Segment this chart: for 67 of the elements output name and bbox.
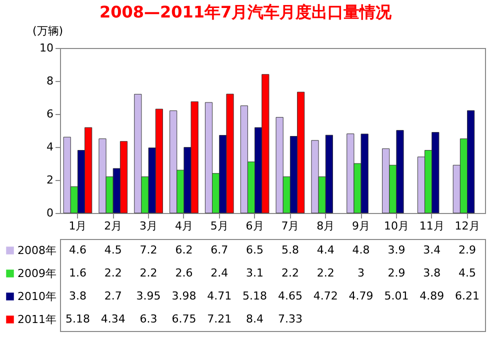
data-label: 4.89 (420, 290, 444, 302)
data-label: 2.6 (175, 266, 193, 280)
x-tick-label: 1月 (68, 220, 87, 232)
data-label: 7.33 (278, 312, 302, 326)
data-label: 6.2 (175, 244, 193, 256)
x-tick-label: 5月 (210, 220, 228, 232)
x-tick-label: 2月 (104, 220, 122, 232)
data-label: 3.8 (68, 290, 86, 302)
data-label: 4.5 (458, 266, 476, 280)
data-label: 2.2 (316, 266, 334, 280)
y-tick-label: 10 (40, 42, 54, 54)
y-tick-label: 6 (46, 108, 54, 120)
x-tick-label: 11月 (419, 220, 444, 232)
x-tick-label: 6月 (246, 220, 264, 232)
data-label: 6.75 (172, 312, 196, 326)
y-tick-label: 2 (46, 174, 54, 186)
data-label: 4.4 (316, 244, 334, 256)
data-label: 1.6 (68, 266, 86, 280)
y-tick-label: 8 (46, 74, 54, 88)
data-label: 3.1 (246, 266, 264, 280)
data-label: 5.01 (384, 290, 409, 302)
data-label: 6.5 (246, 244, 264, 256)
x-tick-label: 10月 (384, 220, 409, 232)
data-label: 3.95 (136, 290, 161, 302)
data-label: 2.9 (458, 244, 476, 256)
y-tick-label: 4 (46, 140, 54, 154)
legend-label: 2011年 (18, 313, 56, 326)
data-label: 2.4 (210, 266, 228, 280)
data-label: 6.7 (210, 244, 228, 256)
x-tick-label: 4月 (174, 220, 193, 232)
legend-label: 2009年 (18, 267, 56, 280)
data-label: 2.2 (140, 266, 158, 280)
chart-title: 2008—2011年7月汽车月度出口量情况 (99, 2, 393, 22)
x-tick-label: 7月 (281, 220, 300, 232)
data-label: 3.4 (423, 244, 441, 256)
data-label: 5.8 (281, 244, 299, 256)
data-label: 2.9 (388, 266, 406, 280)
y-tick-label: 0 (46, 206, 54, 220)
data-label: 3.9 (388, 244, 406, 256)
x-tick-label: 8月 (316, 220, 335, 232)
data-label: 4.72 (313, 290, 338, 302)
x-tick-label: 9月 (352, 220, 370, 232)
data-label: 2.2 (104, 266, 122, 280)
data-label: 6.3 (140, 312, 158, 326)
data-label: 4.79 (348, 290, 374, 302)
data-label: 7.2 (140, 244, 158, 256)
data-label: 3 (358, 266, 365, 280)
data-label: 4.5 (104, 244, 122, 256)
y-axis-title: (万辆) (32, 24, 64, 38)
x-tick-label: 3月 (140, 220, 158, 232)
data-label: 4.71 (207, 290, 232, 302)
x-tick-label: 12月 (454, 220, 480, 232)
data-label: 4.65 (278, 290, 302, 302)
data-label: 3.8 (423, 266, 441, 280)
data-label: 8.4 (246, 312, 264, 326)
data-label: 4.34 (100, 312, 126, 326)
data-label: 5.18 (242, 290, 268, 302)
data-label: 4.6 (68, 244, 86, 256)
data-label: 3.98 (172, 290, 196, 302)
legend-label: 2010年 (18, 290, 56, 303)
data-label: 2.7 (104, 290, 122, 302)
data-label: 6.21 (455, 290, 480, 302)
legend-label: 2008年 (18, 244, 56, 257)
data-label: 2.2 (281, 266, 299, 280)
data-label: 5.18 (65, 312, 90, 326)
data-label: 7.21 (207, 312, 232, 326)
data-label: 4.8 (352, 244, 370, 256)
